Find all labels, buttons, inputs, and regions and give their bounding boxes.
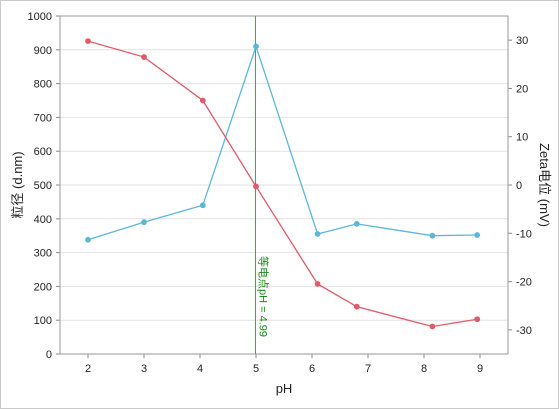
series-right-point <box>429 323 436 330</box>
series-right-point <box>474 316 481 323</box>
series-left-point <box>474 232 481 238</box>
series-right-line <box>87 40 478 328</box>
y-left-tick-label: 400 <box>34 214 52 226</box>
series-left-point <box>429 232 436 239</box>
axes <box>56 15 512 358</box>
y-left-tick-label: 900 <box>34 45 52 57</box>
x-tick-label: 2 <box>85 363 91 375</box>
y-left-tick-label: 300 <box>34 248 52 260</box>
y-left-axis-title: 粒径 (d.nm) <box>10 151 25 218</box>
grid <box>60 15 508 355</box>
y-left-tick-label: 1000 <box>28 11 52 23</box>
y-right-tick-label: 30 <box>516 35 528 47</box>
y-right-tick-label: -10 <box>516 228 532 240</box>
series-left-point <box>199 202 206 209</box>
series-right-point <box>141 54 147 60</box>
y-right-tick-label: 10 <box>516 132 528 144</box>
series-layer <box>85 16 481 354</box>
y-right-tick-label: 0 <box>516 180 522 192</box>
x-tick-label: 3 <box>141 363 147 375</box>
isoelectric-point-label: 等电点pH = 4.99 <box>256 256 270 337</box>
y-left-tick-label: 100 <box>34 315 52 327</box>
x-tick-label: 4 <box>197 363 203 375</box>
y-left-tick-label: 700 <box>34 112 52 124</box>
plot-area-border <box>59 15 509 355</box>
series-right-point <box>199 97 206 104</box>
series-right-point <box>314 281 321 287</box>
labels-layer: 010020030040050060070080090010003020100-… <box>28 11 532 375</box>
series-right-point <box>353 303 360 310</box>
x-tick-label: 7 <box>365 363 371 375</box>
series-left-point <box>85 236 91 243</box>
x-axis-title: pH <box>276 381 293 396</box>
series-right-point <box>253 183 259 190</box>
series-right-point <box>85 38 91 45</box>
y-left-tick-label: 0 <box>46 349 52 361</box>
y-right-tick-label: 20 <box>516 83 528 95</box>
y-right-tick-label: -20 <box>516 277 532 289</box>
y-right-tick-label: -30 <box>516 325 532 337</box>
series-left-point <box>314 231 321 237</box>
x-tick-label: 5 <box>253 363 259 375</box>
x-tick-label: 8 <box>421 363 427 375</box>
y-left-tick-label: 500 <box>34 180 52 192</box>
y-left-tick-label: 200 <box>34 281 52 293</box>
y-left-tick-label: 600 <box>34 146 52 158</box>
series-left-line <box>87 44 478 241</box>
y-left-tick-label: 800 <box>34 79 52 91</box>
series-left-point <box>141 219 147 226</box>
series-left-point <box>353 220 360 227</box>
series-left-point <box>253 43 259 50</box>
x-tick-label: 6 <box>309 363 315 375</box>
x-tick-label: 9 <box>477 363 483 375</box>
y-right-axis-title: Zeta电位 (mV) <box>537 143 552 227</box>
